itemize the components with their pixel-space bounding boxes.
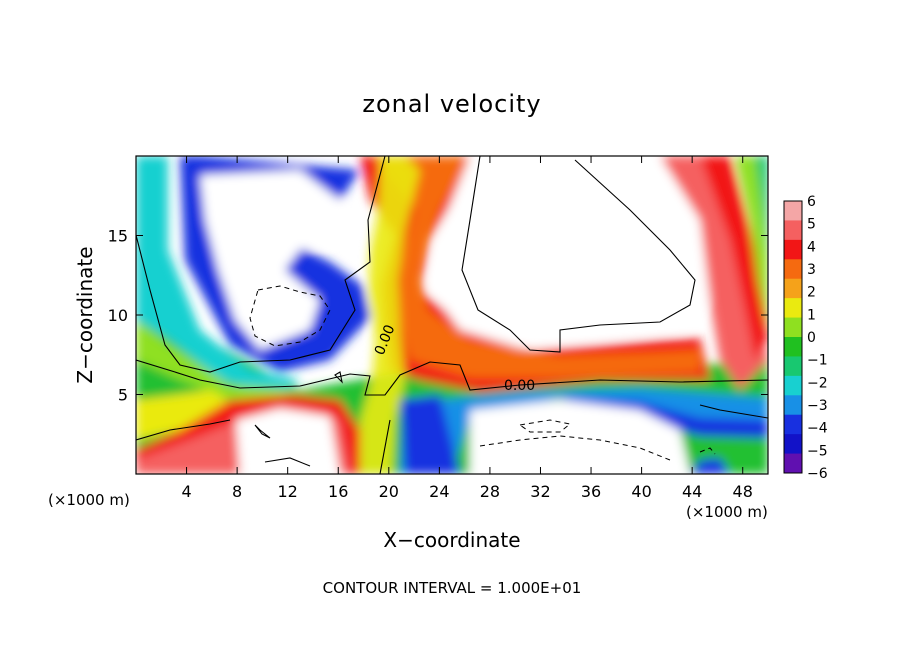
y-tick-label-2: 15 [108, 227, 128, 246]
y-tick-label-0: 5 [118, 386, 128, 405]
x-tick-label-10: 44 [682, 482, 702, 501]
colorbar-label-8: −2 [807, 375, 828, 391]
x-tick-label-6: 28 [480, 482, 500, 501]
colorbar-swatch-13 [784, 453, 802, 474]
colorbar-labels: 6 5 4 3 2 1 0 −1 −2 −3 −4 −5 −6 [807, 194, 828, 482]
colorbar-swatch-11 [784, 414, 802, 435]
y-tick-label-1: 10 [108, 306, 128, 325]
colorbar-label-12: −6 [807, 466, 828, 482]
colorbar-label-3: 3 [807, 262, 816, 278]
x-tick-label-9: 40 [631, 482, 651, 501]
colorbar-label-7: −1 [807, 353, 828, 369]
contour-interval-note: CONTOUR INTERVAL = 1.000E+01 [323, 579, 582, 597]
colorbar-label-5: 1 [807, 307, 816, 323]
colorbar-swatch-5 [784, 298, 802, 319]
x-tick-marks [186, 156, 744, 474]
y-tick-marks [136, 235, 768, 395]
x-tick-label-3: 16 [328, 482, 348, 501]
colorbar-label-2: 4 [807, 239, 816, 255]
colorbar-swatch-1 [784, 220, 802, 241]
colorbar-swatch-4 [784, 278, 802, 299]
x-tick-label-2: 12 [278, 482, 298, 501]
x-tick-label-8: 36 [581, 482, 601, 501]
colorbar [783, 200, 803, 474]
x-tick-labels: 4 8 12 16 20 24 28 32 36 40 44 48 [181, 482, 752, 501]
contour-lines [136, 156, 768, 474]
colorbar-label-0: 6 [807, 194, 816, 210]
colorbar-swatch-9 [784, 375, 802, 396]
colorbar-swatch-8 [784, 356, 802, 377]
colorbar-swatch-0 [784, 201, 802, 221]
colorbar-swatch-2 [784, 239, 802, 260]
colorbar-frame [783, 200, 803, 474]
colorbar-swatch-6 [784, 317, 802, 338]
negative-contours [249, 285, 716, 461]
y-axis-label: Z−coordinate [73, 246, 97, 383]
colorbar-swatch-10 [784, 395, 802, 416]
contour-label-1: 0.00 [504, 378, 535, 394]
x-tick-label-1: 8 [232, 482, 242, 501]
colorbar-label-9: −3 [807, 398, 828, 414]
x-tick-label-0: 4 [181, 482, 191, 501]
colorbar-swatch-7 [784, 337, 802, 357]
colorbar-label-10: −4 [807, 421, 828, 437]
x-tick-label-4: 20 [379, 482, 399, 501]
colorbar-label-6: 0 [807, 330, 816, 346]
colorbar-label-11: −5 [807, 443, 828, 459]
x-tick-label-11: 48 [733, 482, 753, 501]
colorbar-swatch-3 [784, 259, 802, 280]
colorbar-label-1: 5 [807, 217, 816, 233]
y-tick-labels: 5 10 15 [108, 227, 128, 405]
chart-title: zonal velocity [362, 90, 541, 118]
heatmap-field [136, 156, 768, 474]
colorbar-swatch-12 [784, 434, 802, 455]
y-unit-label: (×1000 m) [48, 491, 130, 509]
x-tick-label-5: 24 [429, 482, 449, 501]
x-unit-label: (×1000 m) [686, 503, 768, 521]
x-tick-label-7: 32 [530, 482, 550, 501]
colorbar-label-4: 2 [807, 285, 816, 301]
x-axis-label: X−coordinate [383, 528, 520, 552]
